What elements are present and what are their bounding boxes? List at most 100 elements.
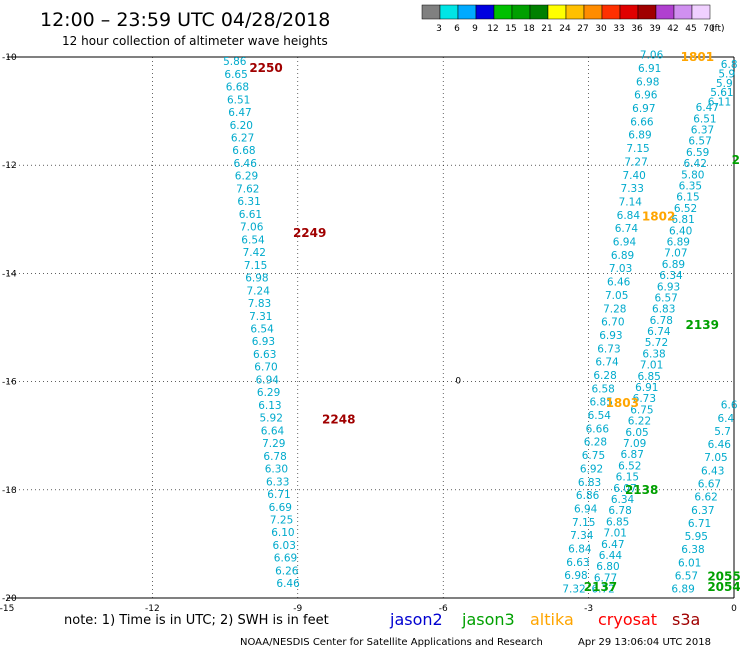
wave-height-label: 5.61 (710, 87, 733, 99)
wave-height-label: 6.46 (276, 578, 300, 590)
wave-height-label: 6.27 (231, 133, 254, 145)
wave-height-label: 6.93 (252, 336, 275, 348)
y-tick-label: -10 (2, 53, 17, 63)
colorbar-label: 3 (436, 24, 442, 34)
wave-height-label: 6.78 (650, 315, 673, 327)
wave-height-label: 5.92 (260, 413, 283, 425)
colorbar-unit: (ft) (711, 24, 725, 34)
wave-height-label: 6.54 (241, 234, 265, 246)
wave-height-label: 6.63 (566, 557, 589, 569)
wave-height-label: 6.83 (578, 477, 601, 489)
wave-height-label: 6.65 (224, 69, 247, 81)
wave-height-label: 6.89 (611, 250, 634, 262)
colorbar-label: 6 (454, 24, 460, 34)
pass-number-label: 2 (732, 153, 740, 167)
legend-item-jason3: jason3 (461, 610, 515, 629)
colorbar-label: 12 (487, 24, 498, 34)
colorbar-label: 9 (472, 24, 478, 34)
wave-height-label: 6.52 (618, 460, 641, 472)
x-tick-label: -6 (439, 604, 448, 614)
colorbar-swatch (511, 4, 531, 20)
wave-height-label: 6.85 (590, 397, 613, 409)
wave-height-label: 6.38 (642, 348, 665, 360)
wave-height-label: 7.03 (609, 263, 632, 275)
wave-height-label: 7.01 (604, 528, 627, 540)
pass-number-label: 1803 (606, 396, 639, 410)
chart-subtitle: 12 hour collection of altimeter wave hei… (62, 34, 328, 48)
footer-credit: NOAA/NESDIS Center for Satellite Applica… (240, 637, 543, 648)
wave-height-label: 6.33 (266, 476, 289, 488)
wave-height-label: 7.28 (603, 303, 626, 315)
wave-height-label: 6.59 (686, 147, 709, 159)
wave-height-label: 7.15 (626, 143, 649, 155)
wave-height-label: 6.74 (647, 326, 671, 338)
wave-height-label: 6.22 (628, 416, 651, 428)
wave-height-label: 6.63 (253, 349, 276, 361)
wave-height-label: 6.28 (593, 370, 616, 382)
colorbar-label: 45 (685, 24, 696, 34)
x-tick-label: -12 (145, 604, 160, 614)
wave-height-values: 5.866.656.686.516.476.206.276.686.466.29… (223, 50, 738, 596)
wave-height-label: 7.15 (244, 260, 267, 272)
wave-height-label: 5.9 (718, 68, 735, 80)
wave-height-label: 6.51 (227, 94, 250, 106)
wave-height-label: 7.09 (623, 438, 646, 450)
note-text: note: 1) Time is in UTC; 2) SWH is in fe… (64, 613, 329, 628)
wave-height-label: 6.87 (621, 449, 644, 461)
colorbar-swatch (475, 4, 495, 20)
wave-height-label: 6.73 (597, 343, 620, 355)
wave-height-label: 6.42 (684, 158, 707, 170)
wave-height-label: 6.34 (659, 270, 683, 282)
wave-height-label: 6.93 (657, 281, 680, 293)
wave-height-label: 5.95 (685, 531, 708, 543)
wave-height-label: 6.85 (606, 516, 629, 528)
colorbar-swatch (655, 4, 675, 20)
wave-height-label: 6.64 (261, 425, 285, 437)
wave-height-label: 5.9 (716, 78, 733, 90)
legend-item-cryosat: cryosat (598, 610, 657, 629)
wave-height-label: 6.57 (688, 136, 711, 148)
axis-ticks: -10 -12 -14 -16 -18 -20-15 -12 -9 -6 -3 0 (0, 53, 737, 614)
wave-height-label: 6.29 (235, 171, 258, 183)
wave-height-label: 6.71 (267, 489, 290, 501)
x-tick-label: -3 (584, 604, 593, 614)
pass-labels: 2250 2249 2248 1801 1802 1803 2139 2138 2137 2 205… (249, 50, 740, 594)
colorbar-swatch (457, 4, 477, 20)
colorbar-swatch (637, 4, 657, 20)
pass-number-label: 2248 (322, 412, 355, 426)
colorbar-swatch (529, 4, 549, 20)
wave-height-label: 6.58 (591, 383, 614, 395)
wave-height-label: 6.10 (271, 527, 294, 539)
wave-height-label: 6.38 (681, 544, 704, 556)
land-marker: 0 (455, 377, 461, 387)
wave-height-label: 7.40 (622, 170, 645, 182)
colorbar-label: 36 (631, 24, 643, 34)
wave-height-label: 6.03 (273, 540, 296, 552)
wave-height-label: 6.43 (701, 465, 724, 477)
wave-height-label: 6.13 (258, 400, 281, 412)
wave-height-label: 6.71 (688, 518, 711, 530)
wave-height-label: 7.06 (240, 222, 264, 234)
colorbar-swatch (601, 4, 621, 20)
wave-height-label: 7.29 (262, 438, 285, 450)
colorbar-label: 70 (703, 24, 715, 34)
wave-height-label: 5.86 (223, 56, 247, 68)
wave-height-label: 6.31 (237, 196, 260, 208)
wave-height-label: 6.75 (582, 450, 605, 462)
wave-height-label: 6.94 (613, 237, 637, 249)
wave-height-label: 6.54 (588, 410, 612, 422)
wave-height-label: 6.69 (269, 502, 292, 514)
wave-height-label: 7.05 (704, 452, 727, 464)
wave-height-label: 6.77 (594, 572, 617, 584)
colorbar-swatch (421, 4, 441, 20)
wave-height-label: 6.66 (630, 116, 654, 128)
wave-height-label: 6.89 (671, 584, 694, 596)
wave-height-label: 6.75 (630, 404, 653, 416)
wave-height-label: 6.98 (636, 76, 659, 88)
wave-height-label: 6.8 (721, 59, 738, 71)
wave-height-label: 6.4 (718, 413, 735, 425)
wave-height-label: 6.37 (691, 505, 714, 517)
wave-height-label: 6.74 (615, 223, 639, 235)
wave-height-label: 7.62 (236, 183, 259, 195)
colorbar-swatch (493, 4, 513, 20)
